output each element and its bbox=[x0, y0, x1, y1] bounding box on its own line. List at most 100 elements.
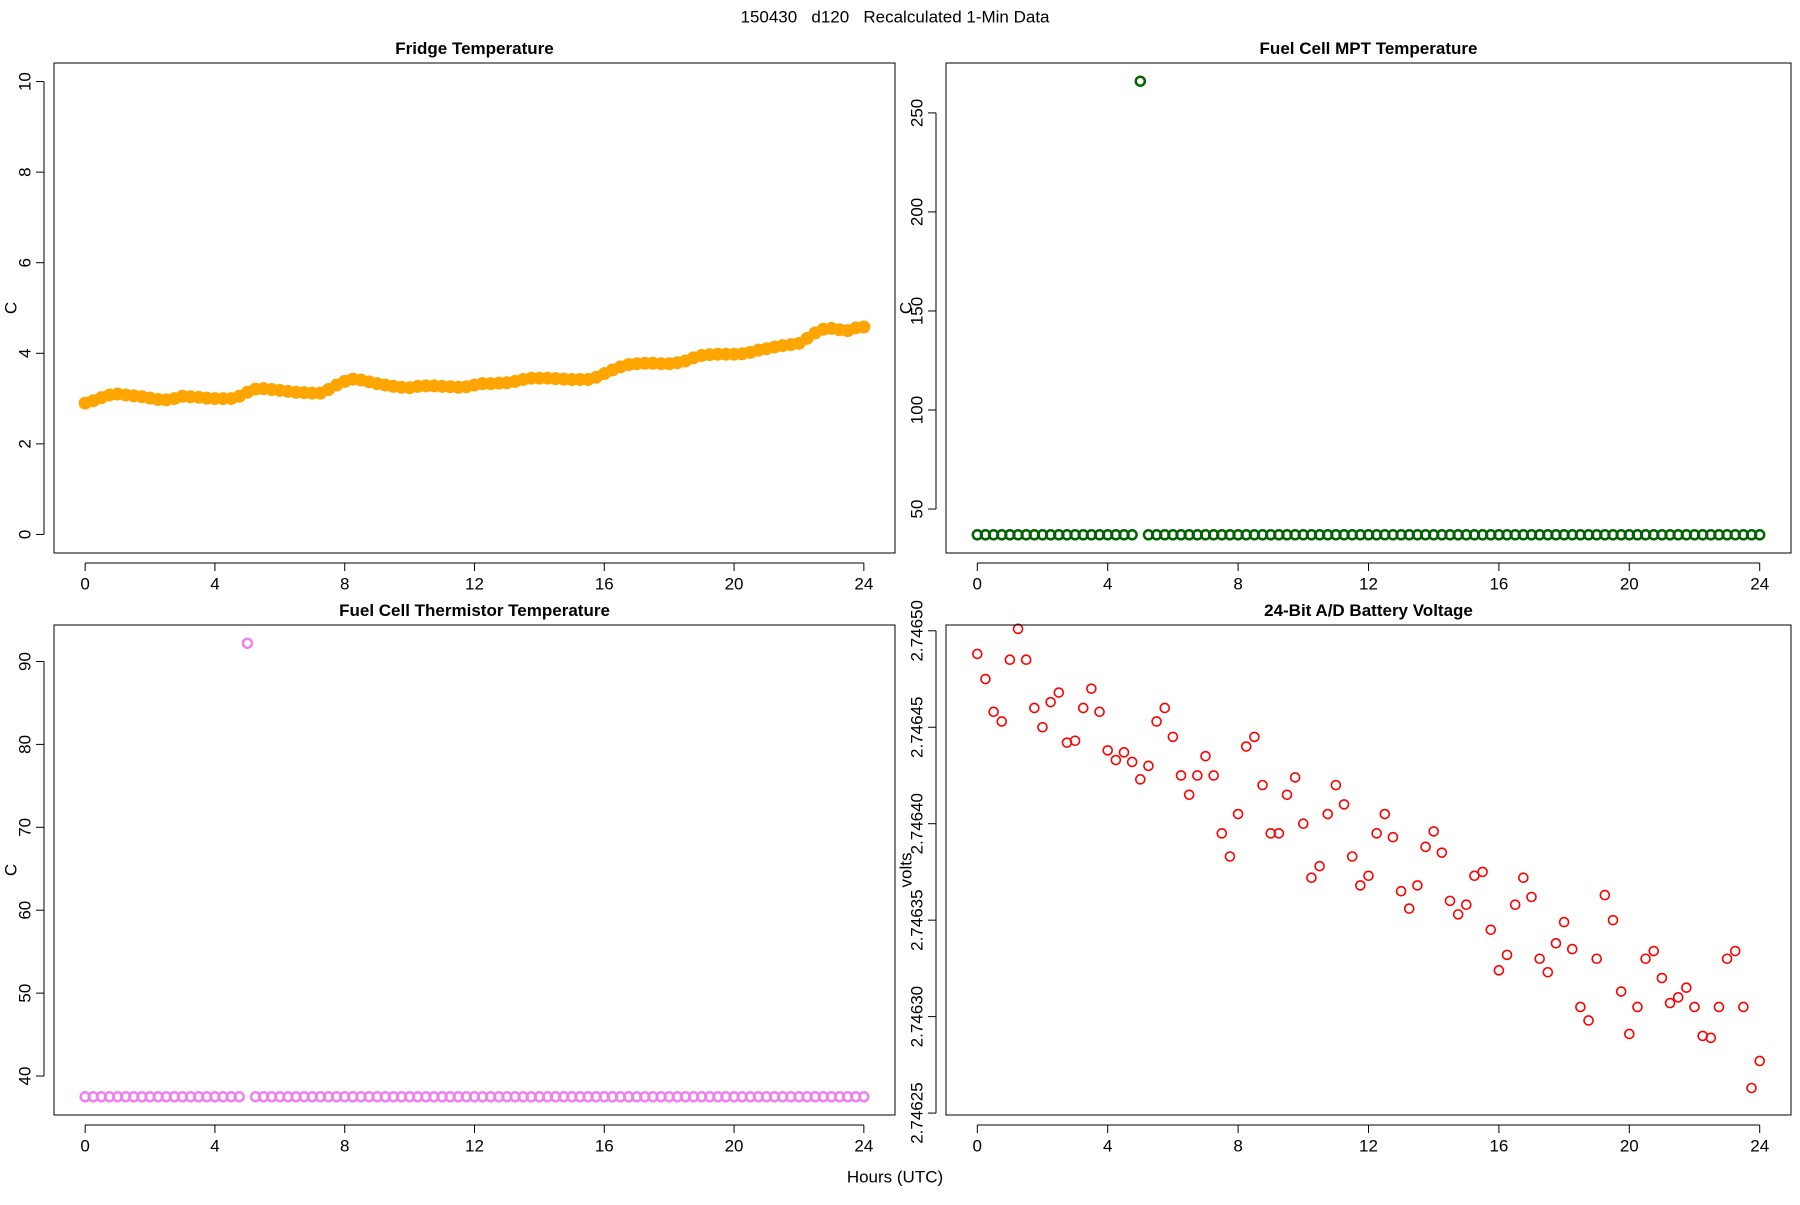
data-point bbox=[1648, 945, 1660, 957]
x-tick-label: 0 bbox=[973, 574, 982, 593]
data-point bbox=[980, 673, 991, 685]
data-point bbox=[971, 648, 983, 660]
data-point bbox=[1452, 909, 1464, 920]
data-point bbox=[1729, 945, 1741, 957]
data-point bbox=[1526, 891, 1537, 903]
data-point bbox=[1640, 953, 1651, 965]
x-tick-label: 4 bbox=[1103, 574, 1112, 593]
data-point bbox=[1493, 965, 1505, 976]
x-tick-label: 20 bbox=[725, 574, 744, 593]
data-point bbox=[1029, 702, 1040, 714]
y-tick-label: 2 bbox=[15, 439, 34, 448]
x-tick-label: 0 bbox=[80, 1136, 89, 1155]
x-tick-label: 24 bbox=[1750, 1136, 1769, 1155]
panel-title: 24-Bit A/D Battery Voltage bbox=[1264, 601, 1473, 620]
data-point bbox=[1102, 745, 1113, 756]
data-point bbox=[1501, 949, 1513, 961]
data-point bbox=[858, 1091, 870, 1103]
plot-frame bbox=[945, 62, 1792, 554]
x-tick-label: 4 bbox=[210, 574, 219, 593]
data-point bbox=[1012, 623, 1024, 635]
data-point bbox=[233, 1091, 246, 1103]
y-tick-label: 100 bbox=[907, 396, 926, 424]
data-point bbox=[1355, 880, 1366, 891]
points bbox=[971, 623, 1766, 1094]
data-point bbox=[1037, 721, 1048, 733]
y-tick-label: 2.74635 bbox=[907, 889, 926, 950]
data-point bbox=[1738, 1001, 1749, 1013]
x-tick-label: 8 bbox=[340, 574, 349, 593]
y-tick-label: 2.74630 bbox=[907, 986, 926, 1047]
data-point bbox=[1566, 943, 1578, 955]
data-point bbox=[1330, 779, 1342, 791]
data-point bbox=[1534, 953, 1545, 965]
x-tick-label: 12 bbox=[465, 1136, 484, 1155]
y-tick-label: 4 bbox=[15, 349, 34, 358]
data-point bbox=[1371, 828, 1382, 839]
plot-frame bbox=[53, 62, 896, 554]
data-point bbox=[1289, 772, 1301, 783]
x-tick-label: 0 bbox=[80, 574, 89, 593]
y-axis-label: C bbox=[1, 864, 20, 876]
y-tick-label: 50 bbox=[907, 500, 926, 519]
data-point bbox=[1240, 741, 1252, 752]
data-point bbox=[1509, 899, 1521, 911]
points bbox=[78, 320, 871, 410]
data-point bbox=[1126, 756, 1138, 768]
data-point bbox=[241, 637, 254, 649]
data-point bbox=[1249, 731, 1260, 743]
data-point bbox=[996, 716, 1008, 727]
data-point bbox=[1591, 953, 1603, 965]
plot-frame bbox=[53, 624, 896, 1116]
y-tick-label: 8 bbox=[15, 167, 34, 176]
y-tick-label: 0 bbox=[15, 530, 34, 539]
y-tick-label: 2.74625 bbox=[907, 1082, 926, 1143]
data-point bbox=[1159, 702, 1171, 714]
x-tick-label: 24 bbox=[854, 1136, 873, 1155]
data-point bbox=[1428, 826, 1440, 837]
data-point bbox=[1485, 924, 1497, 936]
data-point bbox=[1713, 1001, 1725, 1013]
panel-title: Fuel Cell MPT Temperature bbox=[1260, 39, 1478, 58]
x-tick-label: 24 bbox=[854, 574, 873, 593]
x-tick-label: 4 bbox=[1103, 1136, 1112, 1155]
x-axis-label: Hours (UTC) bbox=[847, 1167, 943, 1186]
data-point bbox=[1461, 899, 1472, 911]
data-point bbox=[1403, 903, 1415, 914]
data-point bbox=[1550, 938, 1562, 949]
data-point bbox=[1615, 986, 1627, 997]
x-tick-label: 8 bbox=[340, 1136, 349, 1155]
x-tick-label: 24 bbox=[1750, 574, 1769, 593]
data-point bbox=[1306, 872, 1317, 884]
data-point bbox=[1183, 789, 1195, 801]
data-point bbox=[1632, 1001, 1643, 1013]
data-point bbox=[1469, 870, 1480, 882]
data-point bbox=[1257, 779, 1268, 791]
data-point bbox=[1053, 687, 1065, 698]
x-tick-label: 12 bbox=[1359, 574, 1378, 593]
y-tick-label: 10 bbox=[15, 72, 34, 91]
x-tick-label: 8 bbox=[1233, 1136, 1242, 1155]
data-point bbox=[1656, 972, 1668, 984]
data-point bbox=[1297, 818, 1309, 830]
data-point bbox=[1020, 654, 1032, 666]
data-point bbox=[1134, 75, 1147, 87]
data-point bbox=[1681, 982, 1692, 993]
x-tick-label: 20 bbox=[725, 1136, 744, 1155]
plot-frame bbox=[945, 624, 1792, 1116]
x-tick-label: 4 bbox=[210, 1136, 219, 1155]
data-point bbox=[1444, 895, 1456, 907]
data-point bbox=[1753, 529, 1766, 541]
data-point bbox=[1322, 808, 1334, 820]
data-point bbox=[1208, 770, 1219, 781]
data-point bbox=[1151, 716, 1162, 727]
y-tick-label: 40 bbox=[15, 1067, 34, 1086]
x-tick-label: 20 bbox=[1620, 1136, 1639, 1155]
data-point bbox=[1086, 683, 1097, 694]
data-point bbox=[1094, 706, 1105, 718]
x-tick-label: 0 bbox=[973, 1136, 982, 1155]
y-tick-label: 2.74650 bbox=[907, 600, 926, 661]
data-point bbox=[1395, 885, 1407, 897]
y-axis-label: C bbox=[1, 302, 20, 314]
data-point bbox=[1689, 1001, 1700, 1013]
